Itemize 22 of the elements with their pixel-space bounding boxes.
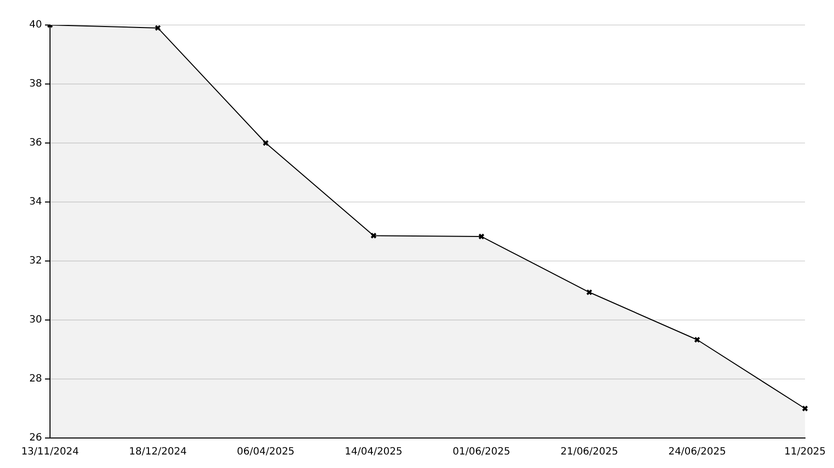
- y-tick-label: 34: [29, 196, 42, 208]
- y-tick-label: 30: [29, 314, 42, 326]
- point: [154, 25, 161, 32]
- y-tick-label: 26: [29, 432, 42, 444]
- x-tick-label: 13/11/2024: [21, 446, 79, 458]
- x-tick-label: 24/06/2025: [668, 446, 726, 458]
- y-tick-label: 36: [29, 138, 42, 149]
- x-tick-label: 01/06/2025: [452, 446, 510, 458]
- x-tick-label: 21/06/2025: [560, 446, 618, 458]
- y-tick-label: 32: [29, 256, 42, 267]
- point: [478, 233, 485, 240]
- point: [694, 336, 700, 343]
- point: [370, 232, 377, 239]
- y-tick-label: 38: [29, 78, 42, 90]
- point: [262, 140, 269, 146]
- y-tick-label: 40: [29, 20, 42, 31]
- x-tick-label: 11/2025: [784, 446, 826, 458]
- x-tick-label: 14/04/2025: [344, 446, 402, 458]
- x-tick-label: 18/12/2024: [129, 446, 187, 458]
- point: [586, 289, 592, 296]
- x-tick-label: 06/04/2025: [236, 446, 295, 458]
- y-tick-label: 28: [29, 374, 42, 385]
